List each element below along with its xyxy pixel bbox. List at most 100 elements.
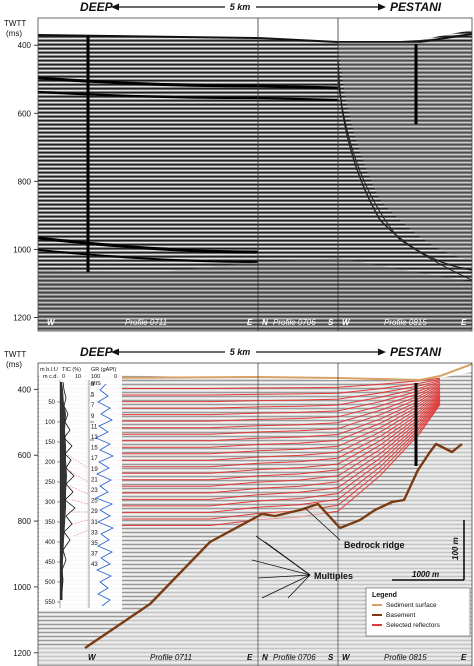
bottom-footer: W Profile 0711 E N Profile 0706 S W Prof… [88,653,467,662]
mis-label: 3 [91,382,95,388]
tic-scale-max: 10 [75,374,81,380]
mis-label: 33 [91,530,98,536]
depth-tick-label: 500 [45,580,56,586]
top-axis-tick-label: 800 [18,177,32,186]
mis-label: 19 [91,467,98,473]
mis-title: MIS [91,381,101,387]
reflector-line [84,387,441,442]
top-axis-unit: (ms) [6,29,22,38]
mis-label: 9 [91,414,95,420]
bottom-axis-tick-label: 1200 [13,649,31,658]
top-panel: DEEP 5 km PESTANI TWTT (ms) 400 600 800 100… [4,0,473,332]
mis-label: 17 [91,456,98,462]
gr-log-curve [95,383,114,607]
mis-label: 13 [91,435,98,441]
reflector-line [84,395,441,481]
depth-tick-label: 450 [45,560,56,566]
reflector-line [84,378,441,396]
bottom-panel: DEEP 5 km PESTANI TWTT (ms) 400600800100… [4,345,473,666]
depth-title-1: m b.l.f./ [40,367,59,373]
top-footer: W Profile 0711 E N Profile 0706 S W Prof… [47,318,467,327]
depth-ticks: 50 100 150 200 250 300 350 400 450 500 550 [45,400,60,606]
reflector-line [84,391,441,461]
bottom-axis-tick-label: 1000 [13,583,31,592]
top-axis-tick-label: 1200 [13,313,31,322]
reflector-line [84,382,441,416]
bottom-footer-0706-s: S [328,653,334,662]
depth-tick-label: 100 [45,420,56,426]
mis-label: 35 [91,541,98,547]
reflector-line [84,396,441,487]
top-footer-0711-w: W [47,318,56,327]
reflector-line [84,401,441,513]
legend-item-reflectors: Selected reflectors [386,622,441,629]
bottom-header-pestani: PESTANI [390,345,442,359]
bottom-axis-unit: (ms) [6,360,22,369]
mis-label: 25 [91,499,98,505]
reflector-line [84,399,441,500]
depth-title-2: m c.d. [43,374,58,380]
mis-label: 29 [91,509,98,515]
mis-label: 37 [91,552,98,558]
reflector-line [84,377,441,389]
legend-item-basement: Basement [386,612,415,619]
bottom-axis-tick-label: 800 [18,517,32,526]
tic-scale-min: 0 [62,374,65,380]
basement-fill [38,444,472,666]
bottom-footer-0711-name: Profile 0711 [150,653,192,662]
reflector-line [84,392,441,468]
reflector-line [84,397,441,494]
depth-tick-label: 400 [45,540,56,546]
mis-label: 43 [91,562,98,568]
reflector-line [84,380,441,403]
top-footer-0711-e: E [247,318,253,327]
reflector-line [84,390,441,455]
depth-tick-label: 550 [45,600,56,606]
top-header-deep: DEEP [80,0,114,14]
bottom-footer-0711-w: W [88,653,97,662]
bottom-axis-tick-label: 400 [18,385,32,394]
bottom-footer-0815-w: W [342,653,351,662]
mis-label: 11 [91,424,98,430]
depth-tick-label: 300 [45,500,56,506]
top-axis-tick-label: 400 [18,41,32,50]
mis-label: 5 [91,393,95,399]
top-seismic-section [38,18,472,331]
core-log-inset: m b.l.f./ m c.d. TIC (%) 0 10 GR (gAPI) … [39,364,122,610]
bedrock-annotation: Bedrock ridge [304,507,405,550]
top-axis-tick-label: 600 [18,109,32,118]
top-axis-title: TWTT [4,19,26,28]
mis-label: 7 [91,403,95,409]
mis-label: 23 [91,488,98,494]
selected-reflectors [84,377,441,526]
depth-tick-label: 250 [45,480,56,486]
depth-tick-label: 150 [45,440,56,446]
reflector-line [84,381,441,409]
reflector-line [84,394,441,474]
multiples-label: Multiples [314,571,353,581]
top-footer-0815-w: W [342,318,351,327]
reflector-line [84,386,441,435]
gr-scale-min: 0 [114,374,117,380]
bottom-axis-ticks: 400 600 800 1000 1200 [13,385,38,658]
bottom-header-deep: DEEP [80,345,114,359]
top-scale-arrow [111,3,386,11]
horizontal-scale-label: 1000 m [412,570,439,579]
scale-bars: 100 m 1000 m [392,520,465,581]
bottom-header-scale: 5 km [230,347,251,357]
mis-label: 31 [91,520,98,526]
basement-line [84,442,463,649]
top-footer-0706-name: Profile 0706 [273,318,316,327]
bottom-axis-tick-label: 600 [18,451,32,460]
bottom-footer-0815-e: E [461,653,467,662]
top-header-pestani: PESTANI [390,0,442,14]
gr-title: GR (gAPI) [91,367,117,373]
legend: Legend Sediment surface Basement Selecte… [365,587,471,637]
mis-label: 21 [91,477,98,483]
reflector-line [84,385,441,429]
vertical-scale-label: 100 m [451,537,460,560]
depth-tick-label: 50 [48,400,55,406]
bottom-footer-0815-name: Profile 0815 [384,653,427,662]
